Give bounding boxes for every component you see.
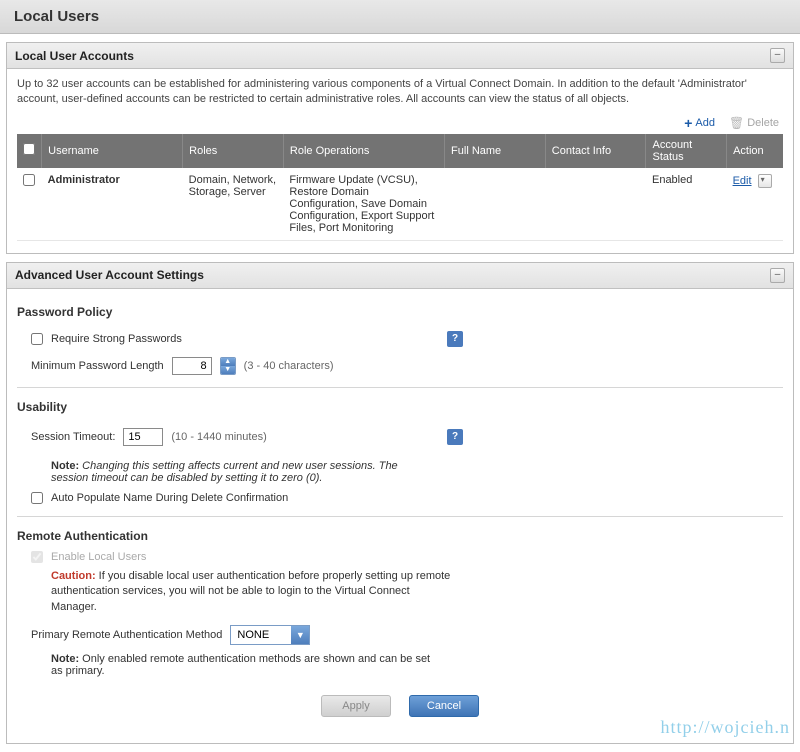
advanced-settings-panel: Advanced User Account Settings – Passwor… [6, 262, 794, 744]
chevron-down-icon[interactable]: ▼ [291, 626, 309, 644]
session-timeout-input[interactable] [123, 428, 163, 446]
remote-auth-heading: Remote Authentication [17, 529, 783, 543]
primary-auth-select[interactable]: ▼ [230, 625, 310, 645]
cell-roles: Domain, Network, Storage, Server [183, 168, 284, 241]
usability-heading: Usability [17, 400, 783, 414]
cell-fullname [445, 168, 546, 241]
chevron-down-icon[interactable]: ▼ [221, 366, 235, 374]
header-row: Username Roles Role Operations Full Name… [17, 134, 783, 168]
min-length-label: Minimum Password Length [31, 360, 164, 372]
collapse-icon[interactable]: – [770, 48, 785, 63]
chevron-up-icon[interactable]: ▲ [221, 358, 235, 366]
local-user-accounts-panel: Local User Accounts – Up to 32 user acco… [6, 42, 794, 254]
caution-text: If you disable local user authentication… [51, 570, 450, 613]
add-button[interactable]: + Add [684, 116, 715, 130]
cancel-button[interactable]: Cancel [409, 695, 479, 717]
col-username: Username [42, 134, 183, 168]
table-row: Administrator Domain, Network, Storage, … [17, 168, 783, 241]
note-text: Changing this setting affects current an… [51, 460, 398, 484]
primary-auth-value[interactable] [231, 626, 291, 644]
cell-status: Enabled [646, 168, 727, 241]
cell-action: Edit [727, 168, 783, 241]
session-timeout-label: Session Timeout: [31, 431, 115, 443]
min-length-input[interactable] [172, 357, 212, 375]
users-table: Username Roles Role Operations Full Name… [17, 134, 783, 241]
panel-body: Password Policy Require Strong Passwords… [7, 289, 793, 743]
col-roles: Roles [183, 134, 284, 168]
note-label: Note: [51, 653, 79, 665]
primary-auth-label: Primary Remote Authentication Method [31, 629, 222, 641]
panel-header: Local User Accounts – [7, 43, 793, 69]
primary-auth-note: Note: Only enabled remote authentication… [51, 653, 431, 677]
min-length-row: Minimum Password Length ▲▼ (3 - 40 chara… [31, 357, 783, 375]
require-strong-row: Require Strong Passwords [31, 333, 182, 345]
min-length-spinner[interactable]: ▲▼ [220, 357, 236, 375]
session-timeout-hint: (10 - 1440 minutes) [171, 431, 266, 443]
panel-title: Local User Accounts [15, 49, 134, 63]
add-label: Add [695, 117, 715, 129]
enable-local-row: Enable Local Users [31, 551, 783, 563]
autopop-row: Auto Populate Name During Delete Confirm… [31, 492, 783, 504]
plus-icon: + [684, 116, 692, 130]
caution-label: Caution: [51, 570, 96, 582]
password-policy-heading: Password Policy [17, 305, 783, 319]
divider [17, 516, 783, 517]
enable-local-checkbox [31, 551, 43, 563]
delete-button[interactable]: 🗑 Delete [729, 116, 779, 130]
page-title: Local Users [0, 0, 800, 34]
panel-body: Up to 32 user accounts can be establishe… [7, 69, 793, 253]
trash-icon: 🗑 [729, 116, 744, 130]
table-toolbar: + Add 🗑 Delete [17, 114, 783, 134]
col-status: Account Status [646, 134, 727, 168]
collapse-icon[interactable]: – [770, 268, 785, 283]
divider [17, 387, 783, 388]
cell-username: Administrator [48, 174, 120, 186]
session-timeout-note: Note: Changing this setting affects curr… [51, 460, 431, 484]
row-action-menu[interactable] [758, 174, 772, 188]
autopop-label: Auto Populate Name During Delete Confirm… [51, 492, 288, 504]
row-checkbox[interactable] [23, 174, 35, 186]
col-fullname: Full Name [445, 134, 546, 168]
col-action: Action [727, 134, 783, 168]
min-length-hint: (3 - 40 characters) [244, 360, 334, 372]
panel-description: Up to 32 user accounts can be establishe… [17, 77, 783, 108]
caution-note: Caution: If you disable local user authe… [51, 569, 451, 615]
require-strong-checkbox[interactable] [31, 333, 43, 345]
panel-title: Advanced User Account Settings [15, 268, 204, 282]
watermark: http://wojcieh.n [661, 717, 790, 738]
delete-label: Delete [747, 117, 779, 129]
primary-auth-row: Primary Remote Authentication Method ▼ [31, 625, 783, 645]
session-timeout-row: Session Timeout: (10 - 1440 minutes) [31, 428, 267, 446]
panel-header: Advanced User Account Settings – [7, 263, 793, 289]
col-contact: Contact Info [545, 134, 646, 168]
autopop-checkbox[interactable] [31, 492, 43, 504]
apply-button: Apply [321, 695, 391, 717]
require-strong-label: Require Strong Passwords [51, 333, 182, 345]
select-all-checkbox[interactable] [23, 143, 35, 155]
help-icon[interactable]: ? [447, 429, 463, 445]
enable-local-label: Enable Local Users [51, 551, 146, 563]
note-label: Note: [51, 460, 79, 472]
cell-contact [545, 168, 646, 241]
cell-roleops: Firmware Update (VCSU), Restore Domain C… [283, 168, 444, 241]
col-roleops: Role Operations [283, 134, 444, 168]
help-icon[interactable]: ? [447, 331, 463, 347]
note-text: Only enabled remote authentication metho… [51, 653, 430, 677]
edit-link[interactable]: Edit [733, 175, 752, 187]
